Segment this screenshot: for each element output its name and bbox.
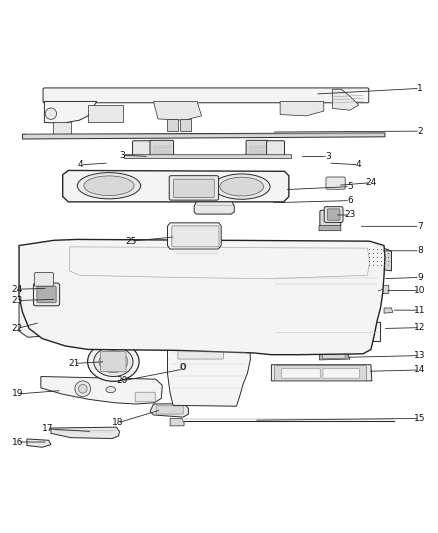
FancyBboxPatch shape	[322, 353, 345, 359]
Polygon shape	[44, 101, 97, 123]
Ellipse shape	[220, 177, 264, 196]
Polygon shape	[180, 119, 191, 131]
Circle shape	[45, 108, 57, 119]
Circle shape	[75, 381, 91, 397]
Text: 24: 24	[365, 178, 377, 187]
Ellipse shape	[99, 351, 128, 373]
Text: 4: 4	[78, 160, 83, 169]
Polygon shape	[194, 202, 234, 214]
FancyBboxPatch shape	[172, 226, 219, 247]
Text: 23: 23	[11, 296, 23, 305]
Text: 13: 13	[414, 351, 426, 360]
FancyBboxPatch shape	[327, 209, 340, 220]
Polygon shape	[22, 133, 385, 139]
Text: 3: 3	[119, 151, 125, 160]
FancyBboxPatch shape	[305, 324, 351, 340]
FancyBboxPatch shape	[169, 176, 219, 200]
Polygon shape	[167, 223, 221, 249]
Polygon shape	[27, 439, 51, 447]
Text: 1: 1	[417, 84, 423, 93]
Ellipse shape	[94, 347, 133, 376]
Polygon shape	[41, 376, 162, 404]
FancyBboxPatch shape	[282, 369, 320, 378]
Text: 6: 6	[347, 196, 353, 205]
Text: 4: 4	[356, 160, 361, 169]
Ellipse shape	[78, 173, 141, 199]
Text: 5: 5	[347, 182, 353, 191]
Polygon shape	[272, 365, 372, 381]
Polygon shape	[170, 418, 184, 426]
Text: 16: 16	[11, 438, 23, 447]
FancyBboxPatch shape	[319, 225, 341, 231]
Text: 18: 18	[112, 418, 124, 427]
Text: 21: 21	[68, 359, 80, 368]
Text: 2: 2	[417, 127, 423, 136]
Polygon shape	[319, 354, 350, 360]
Text: 23: 23	[344, 211, 356, 220]
Text: 15: 15	[414, 414, 426, 423]
Ellipse shape	[213, 174, 270, 199]
FancyBboxPatch shape	[33, 283, 60, 306]
Text: 24: 24	[12, 285, 23, 294]
Polygon shape	[153, 101, 201, 120]
FancyBboxPatch shape	[150, 140, 173, 157]
Polygon shape	[384, 308, 393, 313]
FancyBboxPatch shape	[323, 369, 360, 378]
FancyBboxPatch shape	[173, 179, 214, 198]
Ellipse shape	[28, 309, 51, 330]
Text: 14: 14	[414, 366, 426, 375]
FancyBboxPatch shape	[135, 392, 155, 402]
Polygon shape	[332, 89, 359, 110]
Ellipse shape	[88, 342, 139, 381]
FancyBboxPatch shape	[246, 140, 268, 157]
FancyBboxPatch shape	[37, 286, 56, 303]
Polygon shape	[367, 241, 392, 271]
Text: 11: 11	[414, 305, 426, 314]
Text: 9: 9	[417, 273, 423, 282]
Polygon shape	[166, 119, 177, 131]
FancyBboxPatch shape	[324, 207, 343, 222]
Text: 10: 10	[414, 286, 426, 295]
Polygon shape	[19, 302, 62, 337]
Polygon shape	[150, 403, 188, 417]
FancyBboxPatch shape	[156, 406, 183, 414]
FancyBboxPatch shape	[267, 141, 285, 157]
Polygon shape	[271, 319, 381, 342]
FancyBboxPatch shape	[326, 177, 345, 189]
Polygon shape	[271, 269, 381, 290]
Polygon shape	[19, 239, 385, 354]
Ellipse shape	[32, 312, 48, 327]
Text: 17: 17	[42, 424, 53, 433]
Text: 12: 12	[414, 323, 426, 332]
FancyBboxPatch shape	[43, 88, 369, 103]
Text: O: O	[180, 364, 187, 372]
Text: 8: 8	[417, 246, 423, 255]
Polygon shape	[53, 123, 71, 135]
Polygon shape	[63, 171, 289, 202]
Ellipse shape	[84, 176, 134, 196]
Circle shape	[78, 384, 87, 393]
Circle shape	[179, 364, 187, 372]
FancyBboxPatch shape	[34, 272, 53, 286]
Ellipse shape	[106, 386, 116, 393]
FancyBboxPatch shape	[320, 210, 341, 227]
FancyBboxPatch shape	[101, 352, 126, 372]
Text: 20: 20	[117, 376, 128, 385]
Text: 22: 22	[12, 324, 23, 333]
FancyBboxPatch shape	[133, 141, 152, 157]
Text: 19: 19	[11, 390, 23, 399]
Polygon shape	[167, 345, 251, 406]
Text: 7: 7	[417, 222, 423, 231]
Text: 3: 3	[325, 152, 331, 161]
FancyBboxPatch shape	[275, 366, 367, 381]
Polygon shape	[280, 101, 324, 116]
Polygon shape	[51, 427, 120, 439]
Polygon shape	[88, 105, 123, 123]
FancyBboxPatch shape	[125, 155, 291, 159]
Text: 25: 25	[125, 237, 137, 246]
FancyBboxPatch shape	[378, 285, 389, 294]
FancyBboxPatch shape	[178, 348, 223, 359]
